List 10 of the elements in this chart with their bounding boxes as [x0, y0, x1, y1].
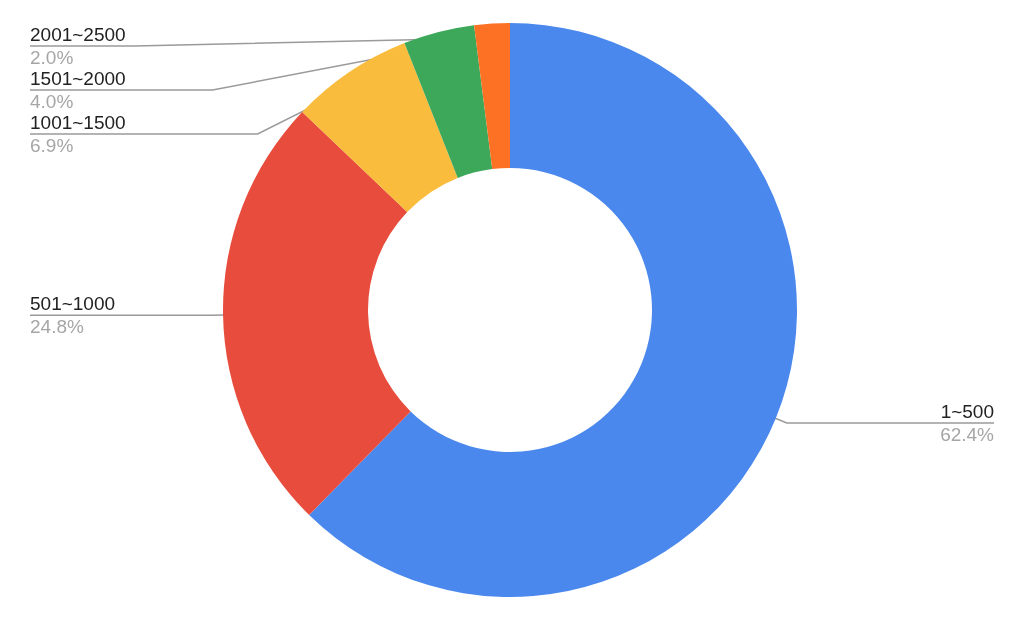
data-label: 4.0%: [30, 91, 74, 112]
data-label: 62.4%: [940, 424, 995, 446]
slice-label: 2001~2500: [30, 24, 126, 45]
data-label: 6.9%: [30, 135, 74, 156]
slice-label: 1~500: [940, 401, 994, 423]
data-label: 24.8%: [30, 316, 84, 338]
data-label: 2.0%: [30, 47, 74, 68]
slice-label: 1001~1500: [30, 112, 126, 133]
slice-label: 501~1000: [30, 293, 116, 315]
slice-label: 1501~2000: [30, 68, 126, 89]
